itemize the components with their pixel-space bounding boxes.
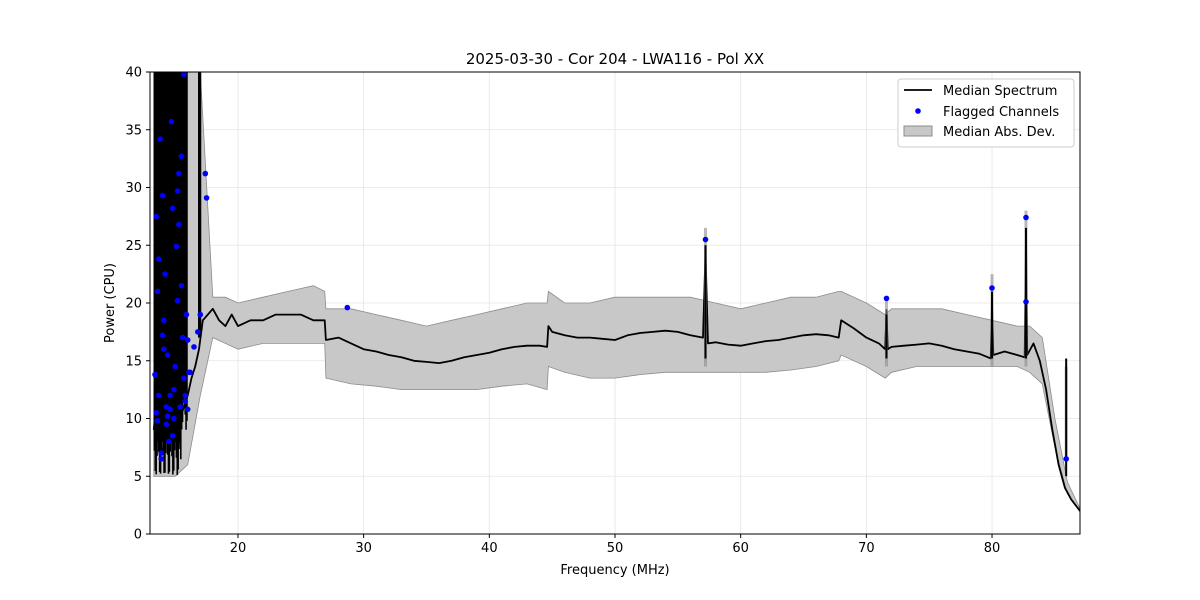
flagged-channel-point xyxy=(156,256,162,262)
flagged-channel-point xyxy=(153,213,160,220)
flagged-channel-point xyxy=(161,317,167,324)
spike-lines xyxy=(153,72,1068,477)
legend-mad-label: Median Abs. Dev. xyxy=(943,125,1055,140)
median-spectrum-line xyxy=(152,232,1080,512)
flagged-channel-point xyxy=(158,450,165,456)
flagged-channel-point xyxy=(179,334,186,341)
y-tick-label: 15 xyxy=(125,354,142,369)
x-tick-label: 30 xyxy=(355,541,372,556)
flagged-channel-point xyxy=(202,170,209,177)
flagged-channel-point xyxy=(153,409,160,416)
y-tick-label: 40 xyxy=(125,66,142,81)
x-tick-label: 60 xyxy=(732,541,749,556)
x-axis-label: Frequency (MHz) xyxy=(560,563,669,578)
flagged-channel-point xyxy=(181,375,187,381)
legend-flagged-swatch xyxy=(915,108,921,114)
flagged-channel-point xyxy=(164,413,171,420)
flagged-channel-point xyxy=(178,282,185,289)
legend-median-label: Median Spectrum xyxy=(943,84,1057,99)
flagged-channel-point xyxy=(169,205,176,212)
x-axis-ticks: 20 30 40 50 60 70 80 xyxy=(230,534,1001,556)
chart-title: 2025-03-30 - Cor 204 - LWA116 - Pol XX xyxy=(466,50,764,68)
flagged-channel-point xyxy=(702,236,709,243)
flagged-channel-point xyxy=(191,344,197,350)
flagged-channel-point xyxy=(184,406,191,413)
legend-mad-swatch xyxy=(903,125,933,137)
flagged-channel-point xyxy=(154,418,161,424)
flagged-channel-point xyxy=(181,72,187,78)
flagged-channel-point xyxy=(171,415,177,422)
y-tick-label: 5 xyxy=(134,470,142,485)
plot-area xyxy=(152,72,1080,513)
legend: Median Spectrum Flagged Channels Median … xyxy=(897,78,1075,148)
legend-box xyxy=(897,78,1075,148)
flagged-channel-point xyxy=(154,288,161,295)
flagged-channel-point xyxy=(167,406,173,413)
flagged-channel-point xyxy=(171,386,177,393)
flagged-channel-point xyxy=(182,398,188,405)
x-tick-label: 50 xyxy=(607,541,624,556)
flagged-channel-point xyxy=(186,369,192,376)
flagged-channel-point xyxy=(344,304,351,311)
flagged-channel-point xyxy=(183,311,190,318)
flagged-channel-point xyxy=(1023,299,1029,305)
flagged-channel-point xyxy=(174,188,181,194)
y-tick-label: 20 xyxy=(125,297,142,312)
flagged-channel-point xyxy=(163,421,170,428)
x-tick-label: 70 xyxy=(858,541,875,556)
y-tick-label: 35 xyxy=(125,123,142,138)
y-tick-label: 25 xyxy=(125,239,142,254)
flagged-channel-point xyxy=(164,352,171,358)
flagged-channel-point xyxy=(883,295,890,302)
flagged-channel-point xyxy=(172,363,178,370)
flagged-channel-point xyxy=(177,404,183,410)
y-axis-ticks: 0 5 10 15 20 25 30 35 40 xyxy=(125,66,150,543)
flagged-channel-point xyxy=(169,433,176,439)
median-abs-dev-band xyxy=(153,72,1080,513)
flagged-channel-point xyxy=(166,438,172,445)
flagged-channel-point xyxy=(161,346,167,353)
flagged-channel-point xyxy=(184,337,191,343)
flagged-channel-point xyxy=(159,332,166,339)
x-tick-label: 80 xyxy=(984,541,1001,556)
flagged-channel-point xyxy=(1023,214,1029,221)
flagged-channel-point xyxy=(176,221,182,228)
flagged-channel-point xyxy=(157,136,163,142)
flagged-channel-point xyxy=(195,329,201,335)
flagged-channel-point xyxy=(162,271,168,277)
flagged-channel-point xyxy=(989,285,995,291)
flagged-channel-point xyxy=(156,392,162,399)
flagged-channel-point xyxy=(174,297,181,304)
y-tick-label: 30 xyxy=(125,181,142,196)
flagged-channel-point xyxy=(152,371,158,378)
y-tick-label: 10 xyxy=(125,412,142,427)
flagged-channel-point xyxy=(1063,456,1069,462)
flagged-channel-point xyxy=(197,311,204,318)
flagged-channel-point xyxy=(168,118,175,125)
x-tick-label: 20 xyxy=(230,541,247,556)
flagged-channels xyxy=(152,72,1069,462)
flagged-channel-point xyxy=(158,456,165,462)
flagged-channel-point xyxy=(182,392,188,399)
flagged-channel-point xyxy=(176,170,182,177)
flagged-channel-point xyxy=(167,392,173,399)
flagged-channel-point xyxy=(178,153,185,160)
x-tick-label: 40 xyxy=(481,541,498,556)
legend-flagged-label: Flagged Channels xyxy=(943,105,1059,120)
y-tick-label: 0 xyxy=(134,528,142,543)
flagged-channel-point xyxy=(203,195,210,201)
flagged-channel-point xyxy=(159,192,166,199)
y-axis-label: Power (CPU) xyxy=(103,263,118,343)
flagged-channel-point xyxy=(173,243,180,250)
